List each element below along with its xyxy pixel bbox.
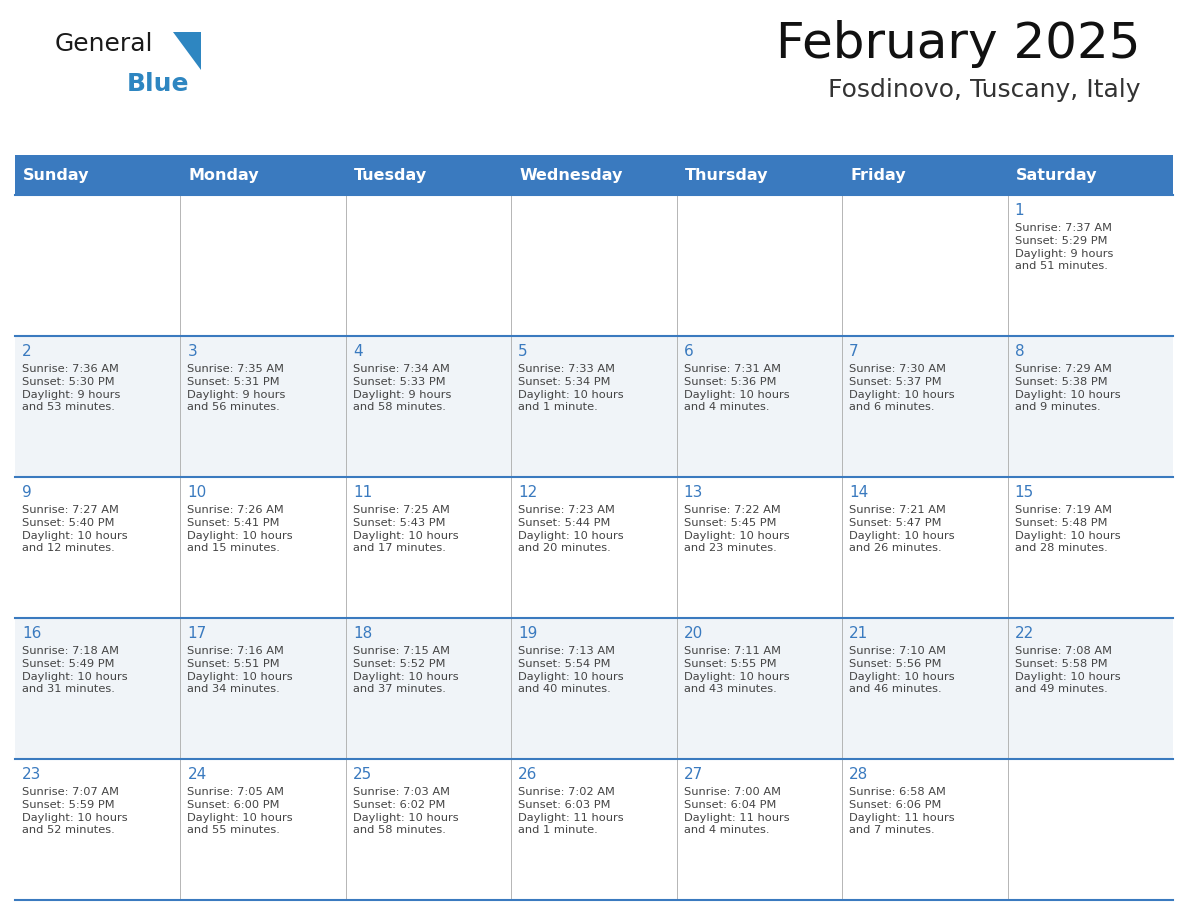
- Text: Sunrise: 7:03 AM
Sunset: 6:02 PM
Daylight: 10 hours
and 58 minutes.: Sunrise: 7:03 AM Sunset: 6:02 PM Dayligh…: [353, 787, 459, 835]
- Text: Sunrise: 7:29 AM
Sunset: 5:38 PM
Daylight: 10 hours
and 9 minutes.: Sunrise: 7:29 AM Sunset: 5:38 PM Dayligh…: [1015, 364, 1120, 412]
- Text: 20: 20: [684, 626, 703, 641]
- Text: Blue: Blue: [127, 72, 190, 96]
- Text: 13: 13: [684, 485, 703, 500]
- Text: 7: 7: [849, 344, 859, 359]
- Text: Sunrise: 7:02 AM
Sunset: 6:03 PM
Daylight: 11 hours
and 1 minute.: Sunrise: 7:02 AM Sunset: 6:03 PM Dayligh…: [518, 787, 624, 835]
- Bar: [15, 195, 1173, 336]
- Text: Sunrise: 7:30 AM
Sunset: 5:37 PM
Daylight: 10 hours
and 6 minutes.: Sunrise: 7:30 AM Sunset: 5:37 PM Dayligh…: [849, 364, 955, 412]
- Bar: [15, 759, 1173, 900]
- Text: Sunrise: 7:34 AM
Sunset: 5:33 PM
Daylight: 9 hours
and 58 minutes.: Sunrise: 7:34 AM Sunset: 5:33 PM Dayligh…: [353, 364, 451, 412]
- Bar: [15, 477, 1173, 618]
- Text: 21: 21: [849, 626, 868, 641]
- Text: Sunrise: 7:27 AM
Sunset: 5:40 PM
Daylight: 10 hours
and 12 minutes.: Sunrise: 7:27 AM Sunset: 5:40 PM Dayligh…: [23, 505, 127, 554]
- Text: 23: 23: [23, 767, 42, 782]
- Text: General: General: [55, 32, 153, 56]
- Text: Sunrise: 7:10 AM
Sunset: 5:56 PM
Daylight: 10 hours
and 46 minutes.: Sunrise: 7:10 AM Sunset: 5:56 PM Dayligh…: [849, 646, 955, 694]
- Text: Sunrise: 7:16 AM
Sunset: 5:51 PM
Daylight: 10 hours
and 34 minutes.: Sunrise: 7:16 AM Sunset: 5:51 PM Dayligh…: [188, 646, 293, 694]
- Text: 19: 19: [518, 626, 538, 641]
- Text: Tuesday: Tuesday: [354, 167, 426, 183]
- Text: Fosdinovo, Tuscany, Italy: Fosdinovo, Tuscany, Italy: [828, 78, 1140, 102]
- Text: Sunrise: 7:18 AM
Sunset: 5:49 PM
Daylight: 10 hours
and 31 minutes.: Sunrise: 7:18 AM Sunset: 5:49 PM Dayligh…: [23, 646, 127, 694]
- Text: 27: 27: [684, 767, 703, 782]
- Text: 4: 4: [353, 344, 362, 359]
- Text: 11: 11: [353, 485, 372, 500]
- Text: 22: 22: [1015, 626, 1034, 641]
- Text: Sunrise: 7:26 AM
Sunset: 5:41 PM
Daylight: 10 hours
and 15 minutes.: Sunrise: 7:26 AM Sunset: 5:41 PM Dayligh…: [188, 505, 293, 554]
- Text: Sunrise: 7:25 AM
Sunset: 5:43 PM
Daylight: 10 hours
and 17 minutes.: Sunrise: 7:25 AM Sunset: 5:43 PM Dayligh…: [353, 505, 459, 554]
- Text: 15: 15: [1015, 485, 1034, 500]
- Text: Sunrise: 7:35 AM
Sunset: 5:31 PM
Daylight: 9 hours
and 56 minutes.: Sunrise: 7:35 AM Sunset: 5:31 PM Dayligh…: [188, 364, 286, 412]
- Text: 8: 8: [1015, 344, 1024, 359]
- Text: Sunrise: 7:19 AM
Sunset: 5:48 PM
Daylight: 10 hours
and 28 minutes.: Sunrise: 7:19 AM Sunset: 5:48 PM Dayligh…: [1015, 505, 1120, 554]
- Text: Friday: Friday: [851, 167, 905, 183]
- Bar: [15, 155, 1173, 195]
- Text: Sunrise: 7:08 AM
Sunset: 5:58 PM
Daylight: 10 hours
and 49 minutes.: Sunrise: 7:08 AM Sunset: 5:58 PM Dayligh…: [1015, 646, 1120, 694]
- Text: 6: 6: [684, 344, 694, 359]
- Text: Sunrise: 7:07 AM
Sunset: 5:59 PM
Daylight: 10 hours
and 52 minutes.: Sunrise: 7:07 AM Sunset: 5:59 PM Dayligh…: [23, 787, 127, 835]
- Text: 14: 14: [849, 485, 868, 500]
- Text: 2: 2: [23, 344, 32, 359]
- Text: Sunrise: 7:31 AM
Sunset: 5:36 PM
Daylight: 10 hours
and 4 minutes.: Sunrise: 7:31 AM Sunset: 5:36 PM Dayligh…: [684, 364, 789, 412]
- Text: Sunrise: 7:33 AM
Sunset: 5:34 PM
Daylight: 10 hours
and 1 minute.: Sunrise: 7:33 AM Sunset: 5:34 PM Dayligh…: [518, 364, 624, 412]
- Text: Wednesday: Wednesday: [519, 167, 623, 183]
- Text: Sunrise: 7:36 AM
Sunset: 5:30 PM
Daylight: 9 hours
and 53 minutes.: Sunrise: 7:36 AM Sunset: 5:30 PM Dayligh…: [23, 364, 120, 412]
- Text: 28: 28: [849, 767, 868, 782]
- Text: 10: 10: [188, 485, 207, 500]
- Text: 25: 25: [353, 767, 372, 782]
- Text: February 2025: February 2025: [776, 20, 1140, 68]
- Text: 24: 24: [188, 767, 207, 782]
- Text: Thursday: Thursday: [684, 167, 769, 183]
- Text: 9: 9: [23, 485, 32, 500]
- Text: 12: 12: [518, 485, 537, 500]
- Text: 1: 1: [1015, 203, 1024, 218]
- Text: Sunrise: 7:05 AM
Sunset: 6:00 PM
Daylight: 10 hours
and 55 minutes.: Sunrise: 7:05 AM Sunset: 6:00 PM Dayligh…: [188, 787, 293, 835]
- Polygon shape: [173, 32, 201, 70]
- Text: 16: 16: [23, 626, 42, 641]
- Text: Sunrise: 7:13 AM
Sunset: 5:54 PM
Daylight: 10 hours
and 40 minutes.: Sunrise: 7:13 AM Sunset: 5:54 PM Dayligh…: [518, 646, 624, 694]
- Text: Sunrise: 7:15 AM
Sunset: 5:52 PM
Daylight: 10 hours
and 37 minutes.: Sunrise: 7:15 AM Sunset: 5:52 PM Dayligh…: [353, 646, 459, 694]
- Text: Sunrise: 7:11 AM
Sunset: 5:55 PM
Daylight: 10 hours
and 43 minutes.: Sunrise: 7:11 AM Sunset: 5:55 PM Dayligh…: [684, 646, 789, 694]
- Bar: [15, 336, 1173, 477]
- Text: Sunday: Sunday: [23, 167, 89, 183]
- Text: 5: 5: [518, 344, 527, 359]
- Text: 17: 17: [188, 626, 207, 641]
- Text: Sunrise: 7:00 AM
Sunset: 6:04 PM
Daylight: 11 hours
and 4 minutes.: Sunrise: 7:00 AM Sunset: 6:04 PM Dayligh…: [684, 787, 789, 835]
- Text: Sunrise: 7:37 AM
Sunset: 5:29 PM
Daylight: 9 hours
and 51 minutes.: Sunrise: 7:37 AM Sunset: 5:29 PM Dayligh…: [1015, 223, 1113, 272]
- Text: Sunrise: 6:58 AM
Sunset: 6:06 PM
Daylight: 11 hours
and 7 minutes.: Sunrise: 6:58 AM Sunset: 6:06 PM Dayligh…: [849, 787, 955, 835]
- Text: Sunrise: 7:21 AM
Sunset: 5:47 PM
Daylight: 10 hours
and 26 minutes.: Sunrise: 7:21 AM Sunset: 5:47 PM Dayligh…: [849, 505, 955, 554]
- Text: Saturday: Saturday: [1016, 167, 1097, 183]
- Text: Sunrise: 7:22 AM
Sunset: 5:45 PM
Daylight: 10 hours
and 23 minutes.: Sunrise: 7:22 AM Sunset: 5:45 PM Dayligh…: [684, 505, 789, 554]
- Text: 18: 18: [353, 626, 372, 641]
- Text: Sunrise: 7:23 AM
Sunset: 5:44 PM
Daylight: 10 hours
and 20 minutes.: Sunrise: 7:23 AM Sunset: 5:44 PM Dayligh…: [518, 505, 624, 554]
- Bar: [15, 618, 1173, 759]
- Text: 26: 26: [518, 767, 538, 782]
- Text: 3: 3: [188, 344, 197, 359]
- Text: Monday: Monday: [189, 167, 259, 183]
